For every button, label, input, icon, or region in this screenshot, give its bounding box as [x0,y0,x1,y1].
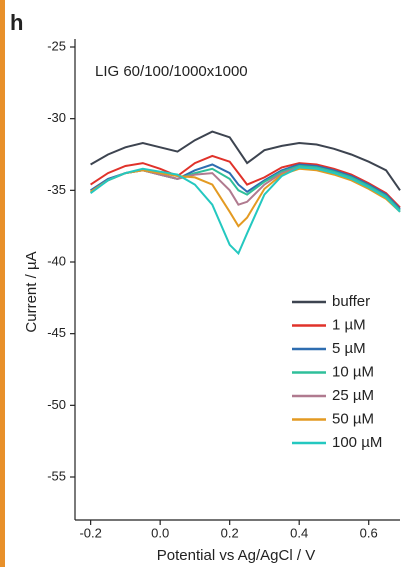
data-line [90,167,401,228]
legend-label: 10 µM [332,363,374,380]
legend-label: 25 µM [332,387,374,404]
y-tick-label: -30 [47,110,66,125]
y-axis-label: Current / µA [23,251,40,332]
y-tick-label: -50 [47,397,66,412]
data-line [90,130,401,191]
legend-label: 5 µM [332,340,366,357]
data-line [90,166,401,256]
x-tick-label: 0.0 [151,525,169,540]
y-tick-label: -40 [47,253,66,268]
x-tick-label: 0.4 [290,525,308,540]
y-tick-label: -55 [47,468,66,483]
x-tick-label: -0.2 [79,525,101,540]
x-axis-label: Potential vs Ag/AgCl / V [157,547,315,564]
legend-label: 1 µM [332,316,366,333]
legend-label: 50 µM [332,410,374,427]
y-tick-label: -25 [47,38,66,53]
y-tick-label: -35 [47,182,66,197]
x-tick-label: 0.6 [360,525,378,540]
data-line [90,164,401,212]
data-line [90,154,401,209]
legend-label: buffer [332,293,370,310]
x-tick-label: 0.2 [221,525,239,540]
y-tick-label: -45 [47,325,66,340]
side-strip [0,0,5,567]
annotation: LIG 60/100/1000x1000 [95,63,248,80]
panel-label: h [10,10,23,35]
legend-label: 100 µM [332,434,382,451]
